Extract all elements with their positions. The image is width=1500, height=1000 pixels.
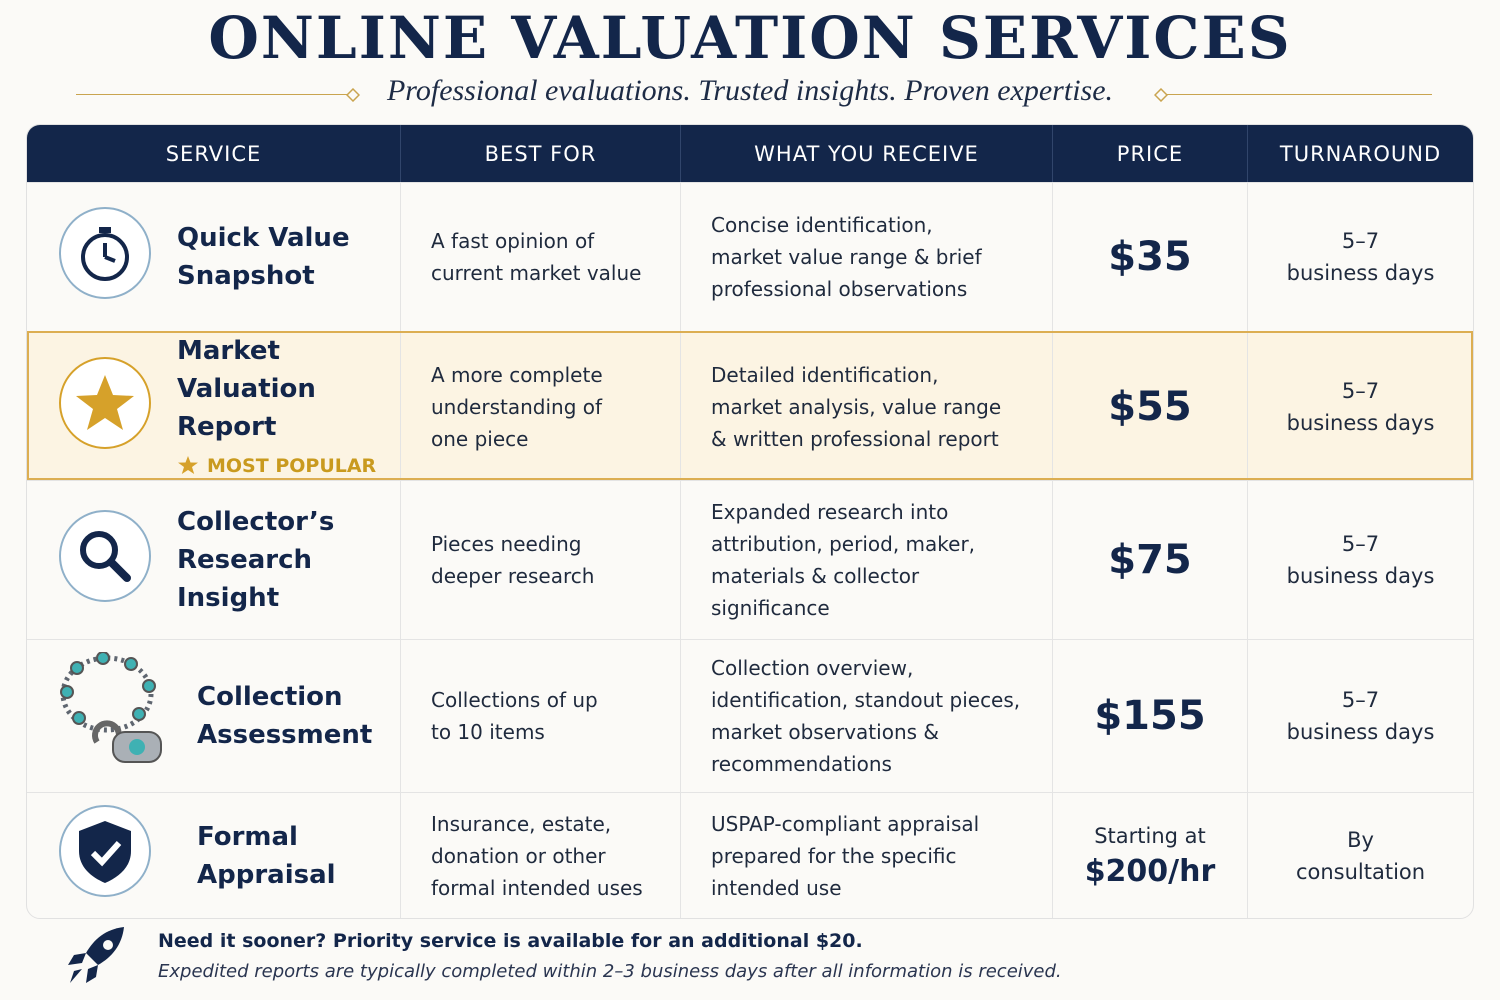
turnaround: 5–7 business days xyxy=(1286,379,1435,435)
price: $200/hr xyxy=(1084,853,1216,889)
price: $55 xyxy=(1108,384,1192,430)
icon-wrap xyxy=(57,650,197,781)
table-row: Formal Appraisal Insurance, estate, donat… xyxy=(27,792,1473,918)
table-row: Quick Value Snapshot A fast opinion of cu… xyxy=(27,182,1473,331)
price: $75 xyxy=(1108,537,1192,583)
service-info: Market Valuation Report MOST POPULAR xyxy=(177,332,400,482)
column-header: PRICE xyxy=(1053,125,1248,182)
service-icon xyxy=(59,356,151,449)
service-name: Formal Appraisal xyxy=(197,821,336,890)
icon-wrap xyxy=(57,205,177,310)
title: ONLINE VALUATION SERVICES xyxy=(208,4,1292,72)
service-cell: Collection Assessment xyxy=(27,640,401,792)
service-icon xyxy=(59,206,151,299)
priority-note: Expedited reports are typically complete… xyxy=(158,961,1062,982)
turnaround: 5–7 business days xyxy=(1286,688,1435,744)
what-you-receive: Concise identification, market value ran… xyxy=(681,183,1053,331)
table-row: Collection Assessment Collections of up t… xyxy=(27,639,1473,792)
badge-text: MOST POPULAR xyxy=(207,455,377,477)
diamond xyxy=(346,88,360,102)
service-cell: Collector’s Research Insight xyxy=(27,481,401,639)
icon-wrap xyxy=(57,508,177,613)
turnaround: 5–7 business days xyxy=(1286,532,1435,588)
badge: MOST POPULAR xyxy=(177,450,400,482)
subtitle: Professional evaluations. Trusted insigh… xyxy=(386,74,1114,107)
service-cell: Formal Appraisal xyxy=(27,793,401,918)
best-for: Pieces needing deeper research xyxy=(401,481,681,639)
icon-wrap xyxy=(57,355,177,460)
table-header: SERVICE BEST FOR WHAT YOU RECEIVE PRICE TURN… xyxy=(27,125,1473,182)
rocket-icon xyxy=(68,927,124,983)
what-you-receive: Detailed identification, market analysis… xyxy=(681,332,1053,482)
price-cell: $55 xyxy=(1053,332,1248,482)
service-icon xyxy=(59,805,151,897)
services-table: SERVICE BEST FOR WHAT YOU RECEIVE PRICE TURN… xyxy=(26,124,1474,919)
diamond xyxy=(1154,88,1168,102)
best-for: Insurance, estate, donation or other for… xyxy=(401,793,681,918)
price-cell: $35 xyxy=(1053,183,1248,331)
service-name: Collection Assessment xyxy=(197,682,373,750)
service-info: Quick Value Snapshot xyxy=(177,219,350,295)
column-header: TURNAROUND xyxy=(1279,141,1442,166)
service-cell: Quick Value Snapshot xyxy=(27,183,401,331)
price-cell: Starting at $200/hr xyxy=(1053,793,1248,918)
icon-wrap xyxy=(57,803,197,908)
price-cell: $155 xyxy=(1053,640,1248,792)
best-for: A more complete understanding of one pie… xyxy=(401,332,681,482)
table-row: Market Valuation Report MOST POPULAR A mor… xyxy=(27,331,1473,482)
divider xyxy=(1166,94,1432,95)
best-for: Collections of up to 10 items xyxy=(401,640,681,792)
price: $35 xyxy=(1108,234,1192,280)
divider xyxy=(76,94,348,95)
column-header: WHAT YOU RECEIVE xyxy=(681,125,1053,182)
price-cell: $75 xyxy=(1053,481,1248,639)
price-note: Starting at xyxy=(1094,823,1206,848)
price: $155 xyxy=(1094,693,1206,739)
service-name: Quick Value Snapshot xyxy=(177,223,350,291)
what-you-receive: USPAP-compliant appraisal prepared for t… xyxy=(681,793,1053,918)
what-you-receive: Collection overview, identification, sta… xyxy=(681,640,1053,792)
what-you-receive: Expanded research into attribution, peri… xyxy=(681,481,1053,639)
service-info: Collector’s Research Insight xyxy=(177,503,400,617)
table-row: Collector’s Research Insight Pieces needi… xyxy=(27,480,1473,639)
turnaround: By consultation xyxy=(1295,827,1426,884)
service-name: Market Valuation Report xyxy=(177,336,316,442)
service-icon xyxy=(60,650,162,763)
service-info: Formal Appraisal xyxy=(197,818,336,894)
service-info: Collection Assessment xyxy=(197,678,372,754)
service-name: Collector’s Research Insight xyxy=(177,507,335,613)
badge-star xyxy=(178,456,198,474)
service-icon xyxy=(59,509,151,602)
best-for: A fast opinion of current market value xyxy=(401,183,681,331)
turnaround: 5–7 business days xyxy=(1286,229,1435,285)
column-header: SERVICE xyxy=(27,125,401,182)
service-cell: Market Valuation Report MOST POPULAR xyxy=(27,332,401,482)
priority-headline: Need it sooner? Priority service is avai… xyxy=(158,930,863,952)
column-header: BEST FOR xyxy=(401,125,681,182)
